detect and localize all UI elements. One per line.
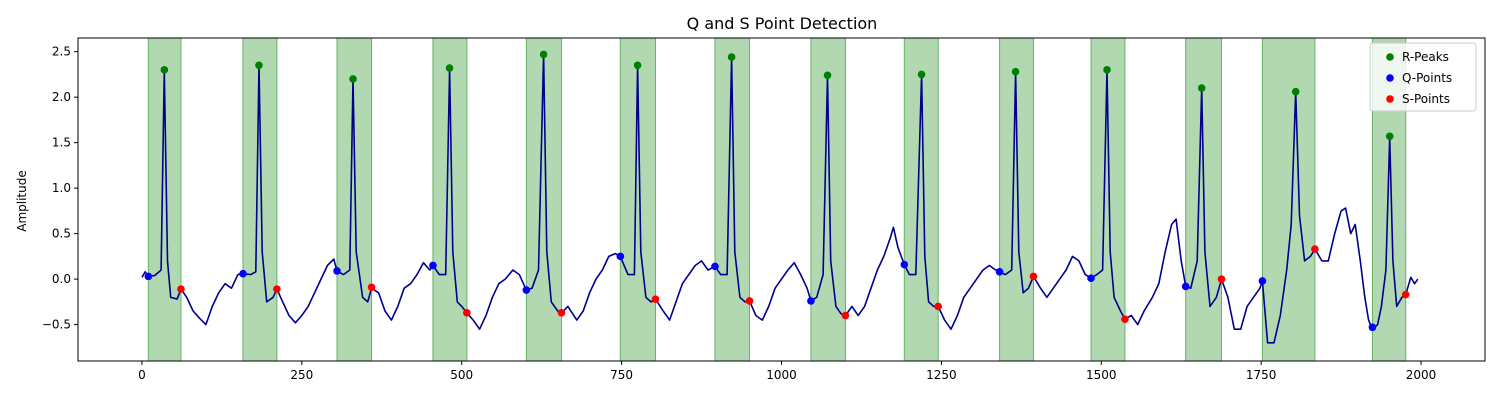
legend-marker [1386, 53, 1394, 61]
q-point [1181, 282, 1190, 291]
legend-label: R-Peaks [1402, 50, 1449, 64]
r-peak-point [823, 71, 832, 80]
y-tick-label: 2.0 [52, 90, 71, 104]
legend-marker [1386, 95, 1394, 103]
r-peak-point [445, 64, 454, 72]
x-tick-label: 750 [610, 368, 633, 382]
s-point [367, 283, 376, 292]
x-tick-label: 1250 [926, 368, 957, 382]
s-point [745, 297, 754, 305]
r-peak-point [633, 61, 642, 70]
r-peak-point [255, 61, 263, 70]
x-tick-label: 1750 [1246, 368, 1277, 382]
chart-title: Q and S Point Detection [687, 14, 878, 33]
q-point [1368, 323, 1377, 332]
x-tick-label: 1000 [766, 368, 797, 382]
q-point [1258, 277, 1267, 285]
s-point [1217, 275, 1226, 283]
s-point [1311, 245, 1319, 253]
y-tick-label: 1.5 [52, 136, 71, 150]
q-point [807, 297, 815, 305]
s-point [177, 285, 185, 293]
s-point [1029, 272, 1038, 281]
r-peak-point [917, 70, 926, 79]
q-point [144, 272, 153, 281]
r-peak-point [539, 50, 548, 59]
s-point [273, 285, 281, 293]
y-tick-label: 1.0 [52, 181, 71, 195]
r-peak-point [160, 66, 169, 74]
s-point [1401, 290, 1410, 299]
x-tick-label: 250 [290, 368, 313, 382]
q-point [616, 252, 625, 261]
x-tick-label: 1500 [1086, 368, 1117, 382]
q-point [900, 260, 909, 269]
s-point [841, 311, 850, 320]
y-tick-label: 2.5 [52, 45, 71, 59]
y-axis-label: Amplitude [15, 170, 29, 232]
r-peak-point [1011, 67, 1020, 76]
legend-box [1369, 42, 1477, 112]
r-peak-point [1103, 66, 1111, 74]
legend-marker [1386, 74, 1394, 82]
q-point [711, 262, 719, 271]
ecg-signal-line [141, 53, 1419, 344]
s-point [1121, 315, 1129, 323]
y-tick-label: 0.0 [52, 272, 71, 286]
legend-label: S-Points [1402, 92, 1450, 106]
x-tick-label: 0 [138, 368, 146, 382]
legend-label: Q-Points [1402, 71, 1452, 85]
q-point [333, 267, 341, 275]
q-point [1087, 274, 1095, 283]
y-tick-label: −0.5 [42, 318, 71, 332]
r-peak-point [1385, 132, 1394, 141]
x-tick-label: 500 [450, 368, 473, 382]
q-point [522, 286, 531, 294]
q-point [239, 269, 247, 278]
s-point [651, 295, 660, 303]
x-tick-label: 2000 [1406, 368, 1437, 382]
q-point [995, 268, 1004, 276]
y-tick-label: 0.5 [52, 227, 71, 241]
s-point [463, 308, 471, 317]
legend: R-Peaks Q-Points S-Points [1369, 42, 1477, 112]
s-point [557, 308, 566, 317]
r-peak-point [349, 75, 357, 83]
r-peak-point [727, 53, 736, 61]
q-point [429, 261, 437, 270]
s-point [934, 302, 942, 311]
r-peak-point [1291, 87, 1300, 96]
qrs-region [336, 37, 373, 362]
qrs-region [1261, 37, 1316, 362]
plot-area: 0 250 500 750 1000 1250 1500 1750 2000 −0.5 0.0 0.5… [42, 37, 1486, 382]
r-peak-point [1197, 84, 1206, 92]
